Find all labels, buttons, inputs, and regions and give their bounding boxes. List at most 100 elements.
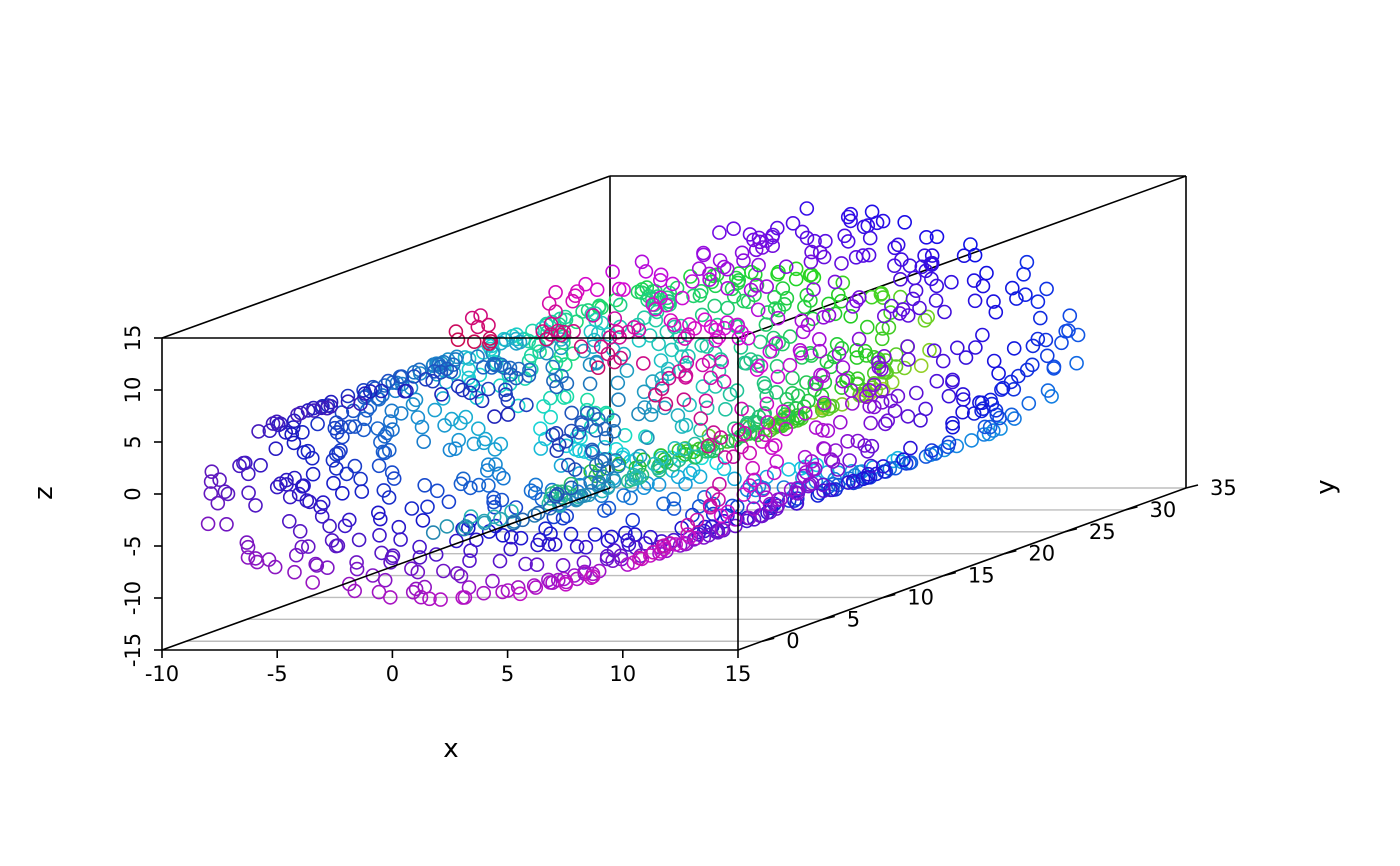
scatter-point — [539, 345, 554, 361]
scatter-point — [564, 405, 580, 421]
scatter-point — [716, 374, 732, 389]
scatter-point — [695, 379, 711, 394]
scatter-point — [370, 505, 386, 521]
scatter-point — [727, 512, 743, 527]
scatter-point — [288, 547, 304, 563]
scatter-point — [204, 464, 220, 480]
scatter-point — [351, 532, 367, 548]
scatter-point — [680, 327, 696, 343]
scatter-point — [588, 422, 604, 438]
scatter-point — [678, 476, 693, 492]
scatter-point — [347, 583, 363, 599]
scatter-point — [688, 530, 704, 546]
scatter-point — [767, 289, 782, 305]
scatter-point — [273, 476, 288, 492]
scatter-point — [1062, 308, 1078, 324]
scatter-point — [373, 434, 388, 450]
scatter-point — [1007, 411, 1022, 426]
scatter-point — [314, 509, 330, 524]
scatter-point — [873, 286, 889, 302]
scatter-point — [755, 482, 771, 498]
scatter-point — [799, 201, 815, 216]
scatter-point — [604, 529, 619, 545]
scatter-point — [796, 399, 812, 415]
scatter-point — [393, 406, 409, 421]
scatter-point — [437, 418, 452, 433]
scatter-point — [404, 501, 420, 516]
scatter-point — [585, 308, 601, 323]
scatter-point — [725, 449, 741, 465]
scatter-point — [1040, 383, 1056, 398]
scatter-point — [631, 322, 647, 338]
scatter-point — [722, 386, 738, 402]
scatter-point — [816, 395, 832, 411]
x-tick-label: -10 — [145, 662, 179, 686]
scatter-point — [548, 304, 563, 320]
scatter-point — [386, 471, 402, 486]
scatter-point — [631, 333, 647, 348]
scatter-point — [585, 569, 601, 584]
scatter-point — [267, 559, 283, 575]
scatter-point — [809, 376, 824, 392]
scatter-point — [811, 331, 827, 347]
scatter-point — [778, 259, 794, 275]
scatter-point — [550, 486, 565, 502]
scatter-point — [203, 486, 219, 501]
scatter-point — [630, 317, 646, 333]
scatter-point — [479, 463, 495, 478]
scatter-point — [606, 413, 621, 428]
scatter-point — [357, 386, 373, 401]
scatter-point — [500, 393, 516, 408]
scatter-point — [492, 553, 508, 569]
scatter-point — [542, 500, 558, 516]
scatter-point — [494, 492, 510, 508]
scatter-point — [509, 336, 524, 351]
scatter-point — [863, 415, 879, 431]
scatter-point — [373, 383, 389, 399]
scatter-point — [569, 539, 585, 554]
scatter-point — [634, 254, 650, 270]
scatter-point — [654, 371, 669, 386]
scatter-point — [843, 206, 859, 222]
scatter-point — [702, 266, 717, 282]
scatter-point — [855, 248, 871, 263]
scatter-point — [583, 570, 599, 586]
scatter-point — [712, 476, 727, 492]
scatter-point — [823, 482, 838, 498]
x-tick-label: 5 — [501, 662, 514, 686]
scatter-point — [908, 385, 924, 401]
scatter-point — [526, 578, 542, 593]
scatter-point — [720, 280, 736, 296]
scatter-point — [1069, 355, 1084, 371]
scatter-point — [470, 421, 486, 437]
scatter-point — [1038, 332, 1054, 348]
scatter-point — [588, 457, 604, 473]
scatter-point — [991, 366, 1006, 381]
scatter-point — [711, 329, 727, 345]
scatter-point — [1039, 281, 1054, 297]
scatter-point — [665, 276, 681, 292]
scatter-point — [815, 422, 830, 438]
scatter-point — [745, 460, 761, 476]
scatter-point — [898, 456, 914, 471]
y-tick — [1185, 484, 1199, 489]
scatter-point — [681, 348, 696, 364]
scatter-point — [621, 537, 637, 552]
y-tick-label: 30 — [1149, 498, 1176, 522]
y-tick — [762, 637, 775, 643]
scatter-point — [519, 397, 534, 413]
scatter-point — [741, 510, 757, 526]
scatter-point — [533, 441, 549, 456]
scatter-point — [887, 258, 902, 274]
scatter-point — [849, 342, 864, 358]
scatter-point — [871, 360, 887, 375]
scatter-point — [797, 299, 812, 315]
scatter-point — [1046, 359, 1062, 375]
scatter-point — [573, 339, 589, 354]
scatter-point — [463, 543, 478, 559]
scatter-point — [914, 259, 930, 275]
scatter-point — [427, 402, 443, 418]
scatter-point — [590, 411, 606, 427]
scatter-point — [816, 441, 831, 456]
scatter-point — [555, 557, 571, 573]
